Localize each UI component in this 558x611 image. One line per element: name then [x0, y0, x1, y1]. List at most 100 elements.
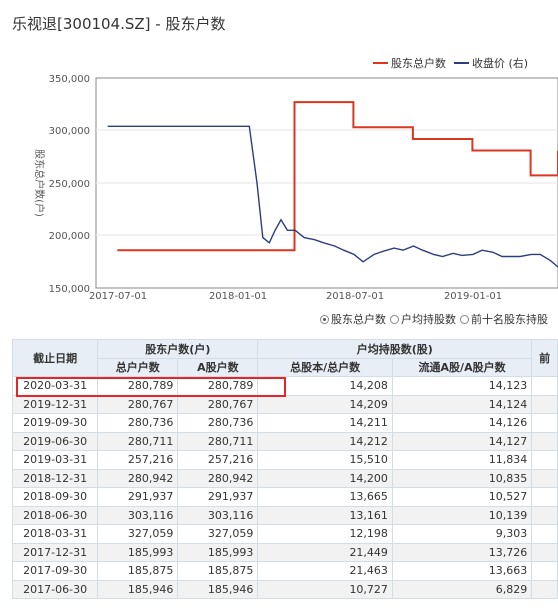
y-tick-label: 300,000: [49, 126, 90, 137]
radio-label: 股东总户数: [331, 313, 386, 326]
cell-date: 2018-06-30: [11, 505, 99, 525]
cell-avg-total: 21,449: [257, 542, 393, 562]
y-tick-label: 350,000: [49, 74, 90, 85]
cell-avg-total: 10,727: [257, 579, 393, 599]
cell-more: [531, 561, 558, 581]
cell-date: 2018-09-30: [11, 487, 99, 507]
cell-total-holders: 185,993: [97, 542, 179, 562]
cell-total-holders: 185,875: [97, 561, 179, 581]
cell-date: 2018-03-31: [11, 524, 99, 544]
cell-avg-total: 14,200: [257, 468, 393, 488]
cell-more: [531, 505, 558, 525]
cell-avg-total: 14,212: [257, 431, 393, 451]
cell-avg-total: 13,665: [257, 487, 393, 507]
cell-date: 2019-12-31: [11, 394, 99, 414]
y-axis-label: 股东总户数(户): [33, 149, 46, 217]
cell-date: 2017-09-30: [11, 561, 99, 581]
header-total-holders: 总户户数: [97, 357, 179, 377]
y-tick-label: 200,000: [49, 231, 90, 242]
cell-a-holders: 280,711: [177, 431, 259, 451]
table-row: 2019-09-30 280,736 280,736 14,211 14,126: [11, 413, 558, 433]
cell-avg-total: 14,211: [257, 413, 393, 433]
radio-dot[interactable]: [460, 314, 469, 324]
cell-avg-total: 14,209: [257, 394, 393, 414]
x-tick-label: 2017-07-01: [89, 291, 147, 302]
cell-a-holders: 185,993: [177, 542, 259, 562]
table-row: 2018-12-31 280,942 280,942 14,200 10,835: [11, 468, 558, 488]
table-row: 2018-09-30 291,937 291,937 13,665 10,527: [11, 487, 558, 507]
cell-avg-float: 13,726: [391, 542, 533, 562]
cell-date: 2019-06-30: [11, 431, 99, 451]
cell-total-holders: 291,937: [97, 487, 179, 507]
header-holders: 股东户数(户): [97, 339, 259, 359]
radio-dot-selected[interactable]: [320, 314, 329, 324]
cell-total-holders: 327,059: [97, 524, 179, 544]
radio-avg[interactable]: 户均持股数: [390, 311, 456, 327]
cell-more: [531, 376, 558, 396]
table-row: 2019-03-31 257,216 257,216 15,510 11,834: [11, 450, 558, 470]
cell-a-holders: 291,937: [177, 487, 259, 507]
cell-avg-float: 10,835: [391, 468, 533, 488]
header-a-holders: A股户数: [177, 357, 259, 377]
cell-avg-float: 14,126: [391, 413, 533, 433]
cell-avg-float: 14,123: [391, 376, 533, 396]
highlight-box: [16, 377, 286, 397]
legend-label-price: 收盘价 (右): [472, 56, 528, 70]
header-avg-holdings: 户均持股数(股): [257, 339, 533, 359]
table-row: 2018-03-31 327,059 327,059 12,198 9,303: [11, 524, 558, 544]
cell-more: [531, 542, 558, 562]
radio-group: 股东总户数 户均持股数 前十名股东持股: [320, 311, 548, 327]
cell-avg-float: 14,127: [391, 431, 533, 451]
cell-more: [531, 413, 558, 433]
cell-avg-float: 6,829: [391, 579, 533, 599]
legend-label-holders: 股东总户数: [391, 56, 446, 70]
cell-date: 2018-12-31: [11, 468, 99, 488]
cell-avg-float: 13,663: [391, 561, 533, 581]
header-more: 前: [531, 339, 558, 377]
cell-more: [531, 579, 558, 599]
table-row: 2017-09-30 185,875 185,875 21,463 13,663: [11, 561, 558, 581]
y-tick-label: 250,000: [49, 179, 90, 190]
series-line-price: [107, 125, 558, 268]
x-tick-label: 2019-01-01: [444, 291, 502, 302]
cell-avg-float: 10,527: [391, 487, 533, 507]
page-title: 乐视退[300104.SZ] - 股东户数: [12, 15, 226, 33]
cell-avg-float: 10,139: [391, 505, 533, 525]
table-row: 2019-12-31 280,767 280,767 14,209 14,124: [11, 394, 558, 414]
cell-date: 2020-03-31: [11, 376, 99, 396]
cell-more: [531, 487, 558, 507]
shareholder-table: 截止日期 股东户数(户) 户均持股数(股) 前 总户户数 A股户数 总股本/总户…: [11, 339, 558, 599]
cell-more: [531, 431, 558, 451]
cell-a-holders: 280,736: [177, 413, 259, 433]
cell-more: [531, 468, 558, 488]
cell-avg-float: 14,124: [391, 394, 533, 414]
cell-total-holders: 280,711: [97, 431, 179, 451]
radio-dot[interactable]: [390, 314, 399, 324]
radio-holders[interactable]: 股东总户数: [320, 311, 386, 327]
cell-total-holders: 303,116: [97, 505, 179, 525]
x-tick-label: 2018-07-01: [326, 291, 384, 302]
cell-more: [531, 450, 558, 470]
cell-a-holders: 185,875: [177, 561, 259, 581]
cell-date: 2019-09-30: [11, 413, 99, 433]
header-avg-float: 流通A股/A股户数: [391, 357, 533, 377]
cell-a-holders: 185,946: [177, 579, 259, 599]
header-date: 截止日期: [11, 339, 99, 377]
x-tick-label: 2018-01-01: [209, 291, 267, 302]
cell-total-holders: 280,736: [97, 413, 179, 433]
cell-a-holders: 280,942: [177, 468, 259, 488]
radio-top10[interactable]: 前十名股东持股: [460, 311, 548, 327]
table-row: 2018-06-30 303,116 303,116 13,161 10,139: [11, 505, 558, 525]
table-body: 2020-03-31 280,789 280,789 14,208 14,123 2019…: [11, 376, 558, 599]
series-line-holders: [117, 101, 558, 252]
cell-total-holders: 280,942: [97, 468, 179, 488]
cell-date: 2017-06-30: [11, 579, 99, 599]
series-layer: [107, 101, 558, 268]
shareholder-chart: 股东总户数 收盘价 (右) 350,000 300,000 250,000 20…: [33, 56, 558, 302]
cell-a-holders: 280,789: [177, 376, 259, 396]
table-row: 2019-06-30 280,711 280,711 14,212 14,127: [11, 431, 558, 451]
header-avg-total: 总股本/总户数: [257, 357, 393, 377]
cell-avg-float: 11,834: [391, 450, 533, 470]
cell-date: 2019-03-31: [11, 450, 99, 470]
table-row: 2020-03-31 280,789 280,789 14,208 14,123: [11, 376, 558, 396]
